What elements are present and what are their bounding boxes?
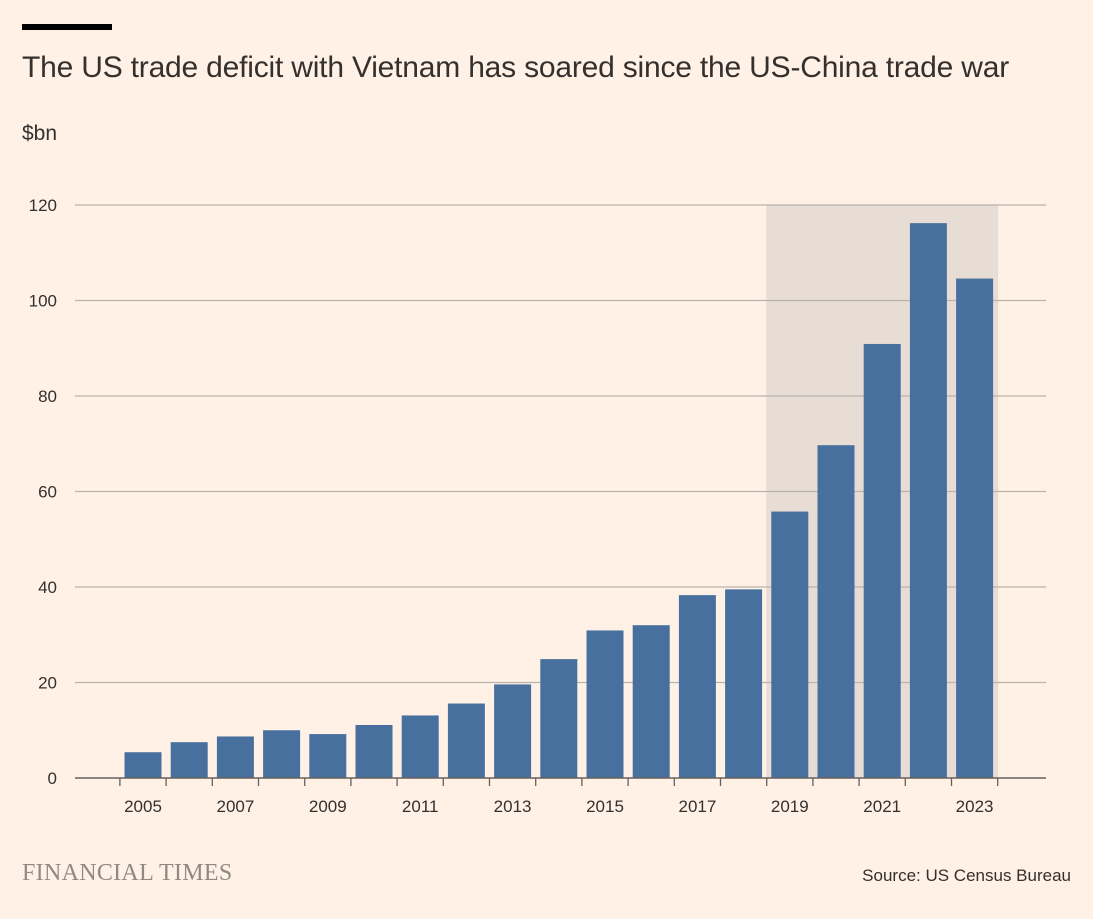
source-note: Source: US Census Bureau [862,866,1071,885]
x-tick-label-2011: 2011 [402,797,439,816]
y-tick-label-60: 60 [38,483,57,502]
bar-2019 [771,511,809,778]
bar-2015 [586,630,624,778]
y-tick-label-20: 20 [38,674,57,693]
bar-2010 [355,724,393,778]
bar-2014 [540,659,578,778]
y-axis-unit-label: $bn [22,122,58,145]
bar-2007 [216,736,254,778]
y-tick-label-40: 40 [38,578,57,597]
bar-2016 [632,625,670,778]
ft-top-rule [22,24,112,30]
bar-2021 [863,343,901,778]
y-tick-label-120: 120 [29,196,57,215]
y-tick-label-100: 100 [29,292,57,311]
bar-2009 [309,734,347,778]
bar-2006 [170,742,208,778]
x-tick-label-2023: 2023 [956,797,994,816]
y-tick-label-0: 0 [48,769,57,788]
x-tick-label-2007: 2007 [216,797,254,816]
x-tick-label-2021: 2021 [863,797,901,816]
bar-2018 [725,589,763,778]
x-tick-label-2005: 2005 [124,797,162,816]
bar-2017 [678,595,716,778]
bar-2012 [447,703,485,778]
bar-2023 [956,278,994,778]
bar-2008 [263,730,301,778]
y-tick-labels: 0 20 40 60 80 100 120 [29,196,57,788]
x-tick-label-2013: 2013 [494,797,532,816]
bar-2011 [401,715,439,778]
bars [124,223,994,778]
y-tick-label-80: 80 [38,387,57,406]
x-tick-label-2015: 2015 [586,797,624,816]
bar-2013 [494,684,532,778]
x-axis [75,777,1046,786]
x-tick-label-2009: 2009 [309,797,347,816]
bar-2022 [909,223,947,778]
bar-2005 [124,752,162,778]
x-tick-labels: 2005 2007 2009 2011 2013 2015 2017 2019 2021 2023 [124,797,993,816]
x-tick-label-2017: 2017 [678,797,716,816]
chart-title: The US trade deficit with Vietnam has so… [22,51,1010,84]
financial-times-logo: FINANCIAL TIMES [22,860,233,886]
x-tick-label-2019: 2019 [771,797,809,816]
bar-2020 [817,445,855,778]
